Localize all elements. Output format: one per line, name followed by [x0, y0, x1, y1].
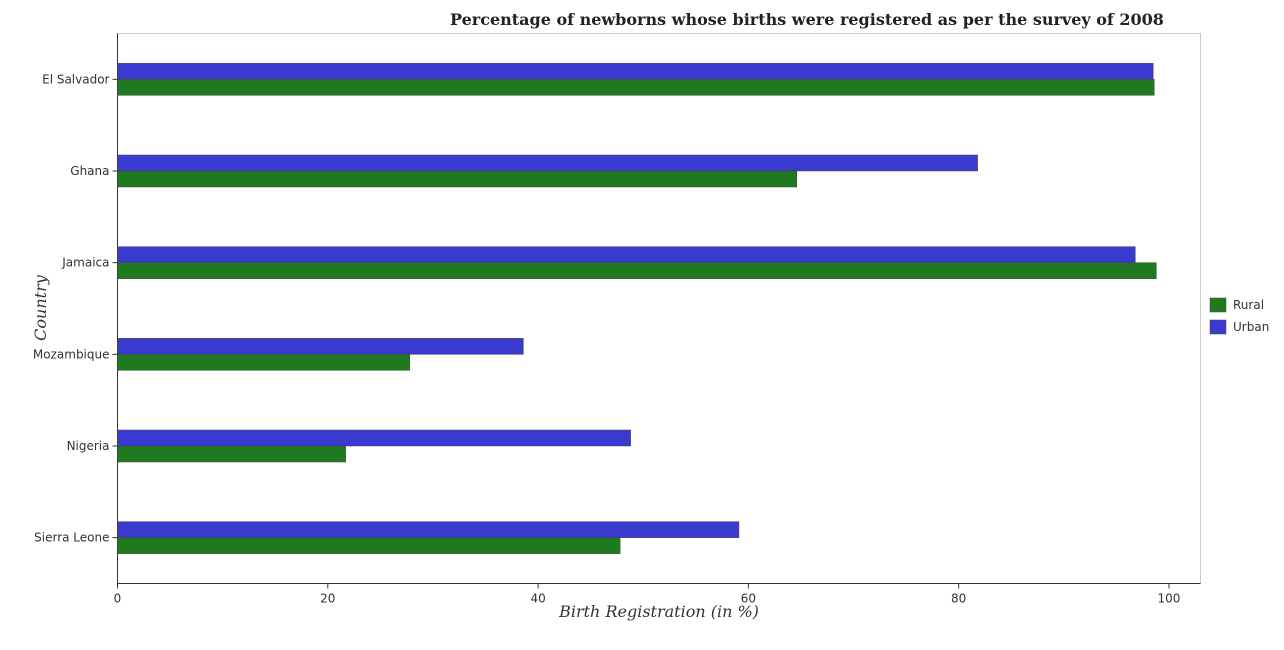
legend-swatch-urban	[1209, 319, 1227, 335]
bar-urban-ghana	[117, 154, 978, 172]
bar-urban-sierra-leone	[117, 521, 740, 538]
x-tick-label: 20	[320, 592, 335, 606]
bar-rural-el-salvador	[117, 79, 1155, 96]
y-tick-label: Nigeria	[67, 439, 110, 453]
legend-label-rural: Rural	[1233, 298, 1264, 312]
bar-urban-nigeria	[117, 429, 631, 447]
bar-rural-mozambique	[117, 354, 411, 371]
chart-title: Percentage of newborns whose births were…	[450, 10, 1164, 29]
bar-rural-sierra-leone	[117, 537, 621, 554]
x-tick-label: 100	[1158, 592, 1181, 606]
x-tick-label: 60	[741, 592, 756, 606]
y-tick-label: Sierra Leone	[34, 531, 109, 545]
bar-rural-nigeria	[117, 445, 346, 463]
x-axis-label: Birth Registration (in %)	[558, 602, 759, 621]
x-tick-label: 40	[530, 592, 545, 606]
legend: Rural Urban	[1209, 297, 1269, 335]
y-tick-label: Ghana	[70, 164, 109, 178]
y-tick-label: Jamaica	[61, 256, 109, 270]
y-axis-label: Country	[31, 274, 50, 341]
x-tick-label: 80	[951, 592, 966, 606]
legend-swatch-rural	[1209, 297, 1227, 313]
bar-urban-jamaica	[117, 246, 1136, 263]
y-tick-label: Mozambique	[33, 347, 110, 361]
plot-area	[117, 33, 1201, 584]
bar-rural-ghana	[117, 170, 797, 188]
bar-rural-jamaica	[117, 262, 1157, 279]
x-tick-label: 0	[114, 592, 122, 606]
y-tick-label: El Salvador	[42, 72, 109, 86]
legend-label-urban: Urban	[1233, 320, 1269, 334]
bar-urban-mozambique	[117, 338, 524, 355]
bar-urban-el-salvador	[117, 63, 1154, 80]
